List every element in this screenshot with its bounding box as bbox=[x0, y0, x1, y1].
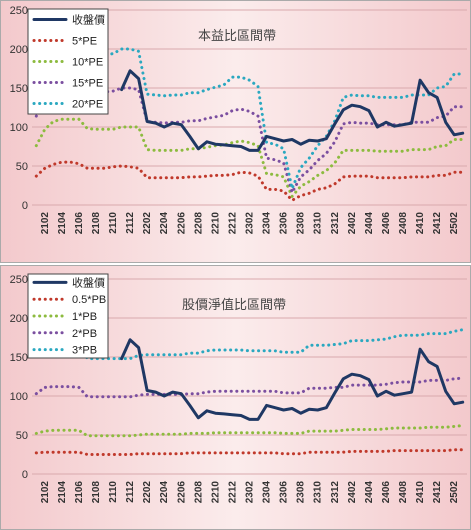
x-tick-label: 2306 bbox=[279, 212, 290, 235]
y-tick-label: 250 bbox=[10, 274, 28, 286]
y-tick-label: 0 bbox=[22, 469, 28, 481]
x-tick-label: 2208 bbox=[193, 481, 204, 504]
x-tick-label: 2412 bbox=[432, 212, 443, 235]
legend-entry: 1*PB bbox=[72, 311, 97, 323]
x-tick-label: 2202 bbox=[142, 481, 153, 504]
series-line-10*PE bbox=[34, 117, 465, 198]
x-tick-label: 2302 bbox=[245, 212, 256, 235]
x-tick-label: 2110 bbox=[108, 212, 119, 234]
x-tick-label: 2312 bbox=[330, 212, 341, 235]
chart-title: 本益比區間帶 bbox=[198, 29, 276, 44]
x-tick-label: 2104 bbox=[57, 212, 68, 235]
x-tick-label: 2408 bbox=[398, 481, 409, 504]
x-tick-label: 2206 bbox=[176, 481, 187, 504]
legend-box bbox=[27, 8, 109, 115]
x-tick-label: 2202 bbox=[142, 212, 153, 235]
x-tick-label: 2404 bbox=[364, 212, 375, 235]
y-tick-label: 150 bbox=[10, 352, 28, 364]
series-line-收盤價 bbox=[120, 338, 465, 421]
x-tick-label: 2502 bbox=[449, 212, 460, 235]
series-line-2*PB bbox=[34, 376, 465, 399]
x-tick-label: 2410 bbox=[415, 481, 426, 504]
x-tick-label: 2304 bbox=[262, 212, 273, 235]
y-tick-label: 50 bbox=[16, 161, 28, 173]
legend-entry: 20*PE bbox=[72, 99, 103, 111]
x-tick-label: 2402 bbox=[347, 481, 358, 504]
x-tick-label: 2310 bbox=[313, 212, 324, 235]
y-tick-label: 100 bbox=[10, 391, 28, 403]
pb-band-chart: 0 50 100 150 200 250 2102 2104 2106 2108 2110 2112 2… bbox=[0, 265, 471, 530]
x-tick-label: 2204 bbox=[159, 212, 170, 235]
legend-entry: 收盤價 bbox=[72, 13, 105, 27]
x-tick-label: 2308 bbox=[296, 481, 307, 504]
x-tick-label: 2102 bbox=[40, 481, 51, 504]
series-line-0.5*PB bbox=[34, 448, 465, 456]
x-tick-label: 2106 bbox=[74, 481, 85, 504]
x-tick-label: 2108 bbox=[91, 212, 102, 235]
x-tick-label: 2408 bbox=[398, 212, 409, 235]
legend-entry: 10*PE bbox=[72, 57, 103, 69]
x-tick-label: 2412 bbox=[432, 481, 443, 504]
legend-entry: 2*PB bbox=[72, 328, 97, 340]
legend-entry: 0.5*PB bbox=[72, 294, 106, 306]
x-tick-label: 2206 bbox=[176, 212, 187, 235]
series-line-收盤價 bbox=[120, 69, 465, 152]
x-tick-label: 2402 bbox=[347, 212, 358, 235]
y-tick-label: 0 bbox=[22, 200, 28, 212]
x-tick-label: 2302 bbox=[245, 481, 256, 504]
x-tick-label: 2212 bbox=[227, 481, 238, 504]
legend-entry: 5*PE bbox=[72, 36, 97, 48]
x-tick-label: 2212 bbox=[227, 212, 238, 235]
x-tick-label: 2106 bbox=[74, 212, 85, 235]
x-tick-label: 2108 bbox=[91, 481, 102, 504]
x-tick-label: 2306 bbox=[279, 481, 290, 504]
y-tick-label: 100 bbox=[10, 122, 28, 134]
x-tick-label: 2312 bbox=[330, 481, 341, 504]
x-tick-label: 2208 bbox=[193, 212, 204, 235]
x-tick-label: 2104 bbox=[57, 481, 68, 504]
pb-band-chart-svg: 0 50 100 150 200 250 2102 2104 2106 2108 2110 2112 2… bbox=[0, 265, 471, 530]
series-line-3*PB bbox=[34, 328, 465, 361]
pe-band-chart-svg: 0 50 100 150 200 250 2102 2104 2106 2108 2110 2112 2… bbox=[0, 0, 471, 263]
x-tick-label: 2210 bbox=[210, 481, 221, 504]
y-tick-label: 250 bbox=[10, 5, 28, 17]
y-tick-label: 150 bbox=[10, 83, 28, 95]
x-tick-label: 2210 bbox=[210, 212, 221, 235]
legend-box bbox=[27, 273, 109, 359]
x-tick-label: 2112 bbox=[125, 481, 136, 503]
y-tick-label: 50 bbox=[16, 430, 28, 442]
pe-band-chart: 0 50 100 150 200 250 2102 2104 2106 2108 2110 2112 2… bbox=[0, 0, 471, 263]
x-tick-label: 2502 bbox=[449, 481, 460, 504]
series-line-1*PB bbox=[34, 424, 465, 438]
chart-title: 股價淨值比區間帶 bbox=[182, 297, 286, 313]
x-tick-label: 2310 bbox=[313, 481, 324, 504]
x-tick-label: 2102 bbox=[40, 212, 51, 235]
legend-entry: 收盤價 bbox=[72, 275, 105, 289]
y-tick-label: 200 bbox=[10, 313, 28, 325]
x-tick-label: 2406 bbox=[381, 481, 392, 504]
x-tick-label: 2112 bbox=[125, 212, 136, 234]
legend-entry: 15*PE bbox=[72, 78, 103, 90]
x-tick-label: 2406 bbox=[381, 212, 392, 235]
x-tick-label: 2304 bbox=[262, 481, 273, 504]
series-line-5*PE bbox=[34, 160, 465, 202]
legend-entry: 3*PB bbox=[72, 345, 97, 357]
x-tick-label: 2204 bbox=[159, 481, 170, 504]
x-tick-label: 2404 bbox=[364, 481, 375, 504]
x-tick-label: 2308 bbox=[296, 212, 307, 235]
y-tick-label: 200 bbox=[10, 44, 28, 56]
x-tick-label: 2410 bbox=[415, 212, 426, 235]
x-tick-label: 2110 bbox=[108, 481, 119, 503]
